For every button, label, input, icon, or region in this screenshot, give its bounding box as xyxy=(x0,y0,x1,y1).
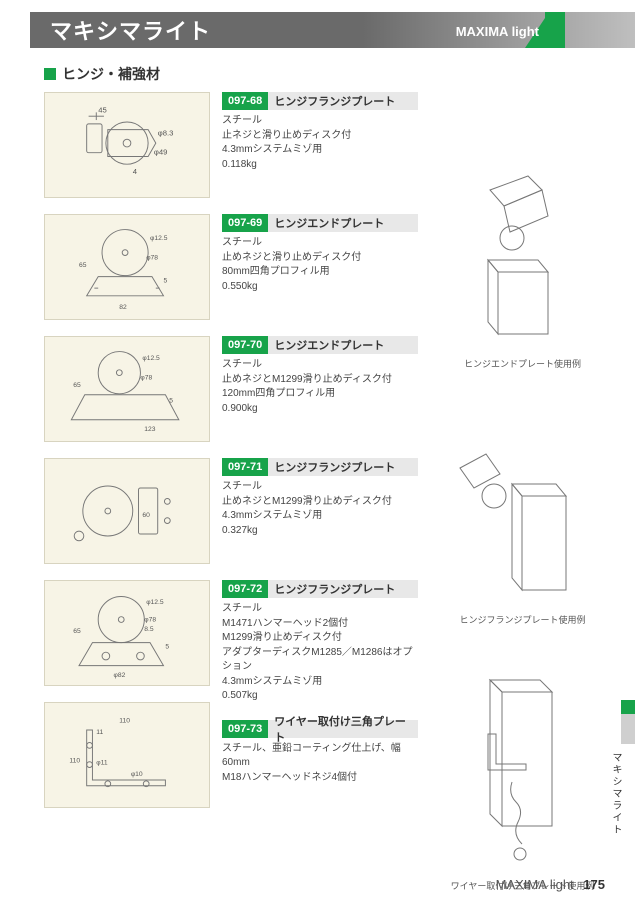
page-footer: MAXIMA light 175 xyxy=(496,877,605,892)
product-desc: スチール 止めネジと滑り止めディスク付 80mm四角プロフィル用 0.550kg xyxy=(222,236,418,294)
footer-label: MAXIMA light xyxy=(496,877,574,892)
product-code: 097-71 xyxy=(222,458,268,476)
product-name: ヒンジフランジプレート xyxy=(268,580,418,598)
product-thumb: φ12.5 φ78 8.5 65 5 φ82 xyxy=(44,580,210,686)
product-thumb: φ12.5 φ78 65 5 123 xyxy=(44,336,210,442)
usage-illustration xyxy=(430,448,580,611)
dim-label: 8.5 xyxy=(144,626,154,633)
product-desc-text: スチール M1471ハンマーヘッド2個付 M1299滑り止めディスク付 アダプタ… xyxy=(222,602,418,704)
dim-label: φ11 xyxy=(96,760,108,767)
section-marker-icon xyxy=(44,68,56,80)
product-code: 097-69 xyxy=(222,214,268,232)
dim-label: 5 xyxy=(165,643,169,650)
product-code: 097-70 xyxy=(222,336,268,354)
product-header: 097-69 ヒンジエンドプレート xyxy=(222,214,418,232)
dim-label: φ49 xyxy=(154,148,168,157)
product-name: ワイヤー取付け三角プレート xyxy=(268,720,418,738)
product-desc: スチール、亜鉛コーティング仕上げ、幅60mm M18ハンマーヘッドネジ4個付 xyxy=(222,742,418,786)
dim-label: 65 xyxy=(73,628,81,635)
side-tab xyxy=(621,700,635,744)
product-info-column: 097-68 ヒンジフランジプレート スチール 止ネジと滑り止めディスク付 4.… xyxy=(222,92,418,910)
product-code: 097-72 xyxy=(222,580,268,598)
dim-label: 110 xyxy=(69,758,80,765)
dim-label: 60 xyxy=(142,512,150,519)
dim-label: 5 xyxy=(163,277,167,284)
dim-label: φ12.5 xyxy=(150,235,168,242)
product-desc: スチール 止ネジと滑り止めディスク付 4.3mmシステムミゾ用 0.118kg xyxy=(222,114,418,172)
product-desc-text: スチール 止めネジとM1299滑り止めディスク付 120mm四角プロフィル用 0… xyxy=(222,358,418,416)
dim-label: φ78 xyxy=(140,374,152,381)
thumbnail-column: 45 φ8.3 φ49 4 φ12.5 φ78 65 5 82 xyxy=(44,92,210,910)
product-block: 097-73 ワイヤー取付け三角プレート スチール、亜鉛コーティング仕上げ、幅6… xyxy=(222,720,418,826)
dim-label: 11 xyxy=(96,729,103,736)
product-name: ヒンジエンドプレート xyxy=(268,214,418,232)
dim-label: 4 xyxy=(133,167,138,176)
product-block: 097-68 ヒンジフランジプレート スチール 止ネジと滑り止めディスク付 4.… xyxy=(222,92,418,198)
product-header: 097-73 ワイヤー取付け三角プレート xyxy=(222,720,418,738)
product-code: 097-68 xyxy=(222,92,268,110)
page-header: マキシマライト MAXIMA light xyxy=(0,0,635,48)
illustration-caption: ヒンジフランジプレート使用例 xyxy=(430,613,615,626)
product-thumb: φ12.5 φ78 65 5 82 xyxy=(44,214,210,320)
product-block: 097-72 ヒンジフランジプレート スチール M1471ハンマーヘッド2個付 … xyxy=(222,580,418,704)
product-thumb: 60 xyxy=(44,458,210,564)
usage-illustration xyxy=(430,172,580,355)
dim-label: 82 xyxy=(119,304,127,311)
product-block: 097-69 ヒンジエンドプレート スチール 止めネジと滑り止めディスク付 80… xyxy=(222,214,418,320)
side-tab-green xyxy=(621,700,635,714)
illustration-caption: ヒンジエンドプレート使用例 xyxy=(430,357,615,370)
product-header: 097-70 ヒンジエンドプレート xyxy=(222,336,418,354)
product-name: ヒンジフランジプレート xyxy=(268,92,418,110)
dim-label: φ82 xyxy=(114,672,126,679)
dim-label: φ12.5 xyxy=(146,599,164,606)
section-title: ヒンジ・補強材 xyxy=(44,64,635,84)
product-desc-text: スチール 止ネジと滑り止めディスク付 4.3mmシステムミゾ用 0.118kg xyxy=(222,114,418,172)
product-thumb: 45 φ8.3 φ49 4 xyxy=(44,92,210,198)
page-title-jp: マキシマライト xyxy=(50,14,211,46)
dim-label: 123 xyxy=(144,426,155,433)
section-title-text: ヒンジ・補強材 xyxy=(62,64,160,84)
dim-label: 65 xyxy=(79,262,87,269)
usage-illustration xyxy=(430,674,580,877)
product-desc: スチール 止めネジとM1299滑り止めディスク付 120mm四角プロフィル用 0… xyxy=(222,358,418,416)
illustration-column: ヒンジエンドプレート使用例 ヒンジフランジプレート使用例 xyxy=(430,92,615,910)
product-desc: スチール 止めネジとM1299滑り止めディスク付 4.3mmシステムミゾ用 0.… xyxy=(222,480,418,538)
dim-label: φ78 xyxy=(144,616,156,623)
dim-label: 110 xyxy=(119,717,130,724)
product-thumb: 110 11 φ11 φ10 110 xyxy=(44,702,210,808)
page-title-en: MAXIMA light xyxy=(456,24,539,39)
product-header: 097-72 ヒンジフランジプレート xyxy=(222,580,418,598)
dim-label: φ10 xyxy=(131,771,143,778)
dim-label: φ8.3 xyxy=(158,128,174,137)
dim-label: φ12.5 xyxy=(142,355,160,362)
product-code: 097-73 xyxy=(222,720,268,738)
product-name: ヒンジフランジプレート xyxy=(268,458,418,476)
product-desc: スチール M1471ハンマーヘッド2個付 M1299滑り止めディスク付 アダプタ… xyxy=(222,602,418,704)
product-desc-text: スチール 止めネジと滑り止めディスク付 80mm四角プロフィル用 0.550kg xyxy=(222,236,418,294)
content-grid: 45 φ8.3 φ49 4 φ12.5 φ78 65 5 82 xyxy=(44,92,615,910)
side-tab-label: マキシマライト xyxy=(608,752,623,836)
dim-label: φ78 xyxy=(146,254,158,261)
product-header: 097-71 ヒンジフランジプレート xyxy=(222,458,418,476)
product-block: 097-71 ヒンジフランジプレート スチール 止めネジとM1299滑り止めディ… xyxy=(222,458,418,564)
dim-label: 65 xyxy=(73,382,81,389)
product-name: ヒンジエンドプレート xyxy=(268,336,418,354)
side-tab-grey xyxy=(621,714,635,744)
product-block: 097-70 ヒンジエンドプレート スチール 止めネジとM1299滑り止めディス… xyxy=(222,336,418,442)
dim-label: 5 xyxy=(169,397,173,404)
product-desc-text: スチール、亜鉛コーティング仕上げ、幅60mm M18ハンマーヘッドネジ4個付 xyxy=(222,742,418,786)
footer-page-number: 175 xyxy=(583,877,605,892)
dim-label: 45 xyxy=(98,105,107,114)
header-accent-rect xyxy=(545,12,565,48)
product-header: 097-68 ヒンジフランジプレート xyxy=(222,92,418,110)
product-desc-text: スチール 止めネジとM1299滑り止めディスク付 4.3mmシステムミゾ用 0.… xyxy=(222,480,418,538)
